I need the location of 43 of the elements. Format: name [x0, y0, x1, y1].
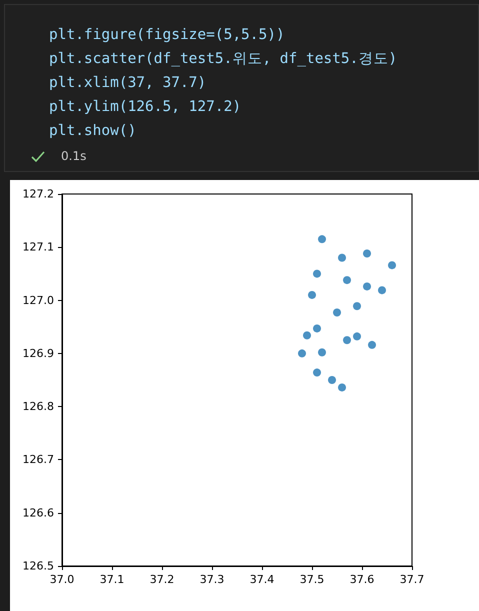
text: plt.scatter(df_test5.위도, df_test5.경도)	[49, 50, 398, 69]
point	[353, 302, 361, 310]
x-tick-label: 37.1	[100, 573, 124, 586]
point	[368, 340, 376, 349]
point	[363, 282, 371, 290]
point	[303, 331, 311, 340]
point	[343, 336, 351, 344]
x-tick-label: 37.4	[250, 573, 274, 586]
point	[338, 254, 346, 262]
point	[313, 270, 321, 278]
y-tick-label: 127.0	[22, 294, 54, 307]
point	[343, 276, 351, 284]
point	[333, 308, 341, 317]
point	[313, 324, 321, 332]
x-tick-label: 37.5	[300, 573, 324, 586]
point	[388, 261, 396, 270]
text: 0.1s	[61, 149, 86, 163]
point	[318, 348, 326, 356]
point	[378, 286, 386, 294]
x-tick-label: 37.7	[400, 573, 424, 586]
point	[318, 235, 326, 244]
x-tick-label: 37.0	[50, 573, 74, 586]
text: plt.figure(figsize=(5,5.5))	[49, 26, 286, 45]
point	[328, 376, 336, 384]
text: plt.show()	[49, 122, 138, 141]
x-tick-label: 37.6	[350, 573, 374, 586]
y-tick-label: 126.9	[22, 346, 54, 360]
point	[338, 383, 346, 392]
y-tick-label: 126.7	[22, 453, 54, 466]
text: plt.xlim(37, 37.7)	[49, 74, 208, 93]
text: plt.ylim(126.5, 127.2)	[49, 98, 242, 117]
point	[353, 332, 361, 340]
point	[313, 368, 321, 377]
point	[298, 349, 306, 358]
point	[308, 290, 316, 299]
y-tick-label: 127.2	[22, 188, 54, 200]
x-tick-label: 37.3	[200, 573, 224, 586]
point	[363, 250, 371, 258]
y-tick-label: 126.8	[22, 400, 54, 414]
y-tick-label: 126.6	[22, 506, 54, 520]
y-tick-label: 126.5	[22, 560, 54, 572]
y-tick-label: 127.1	[22, 240, 54, 254]
x-tick-label: 37.2	[150, 573, 174, 586]
